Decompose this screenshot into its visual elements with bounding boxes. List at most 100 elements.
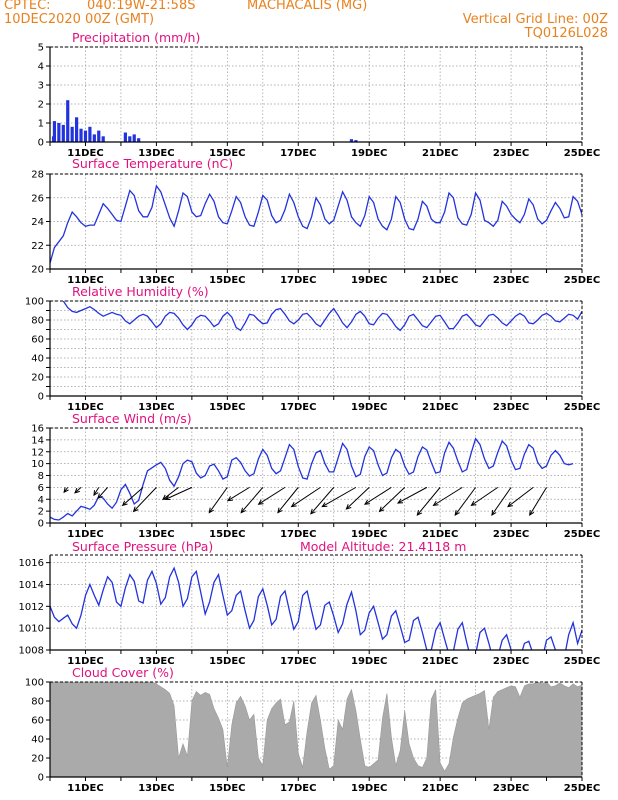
- wind-arrow: [74, 487, 82, 494]
- x-tick-label: 23DEC: [493, 656, 529, 667]
- y-tick-label: 100: [25, 297, 44, 308]
- precip-bar: [354, 140, 358, 142]
- wind-arrow: [133, 487, 157, 512]
- x-tick-label: 17DEC: [280, 402, 316, 413]
- wind-arrow: [227, 486, 250, 502]
- wind-arrow: [310, 487, 335, 515]
- header-model: TQ0126L028: [524, 26, 608, 41]
- y-tick-label: 28: [31, 170, 44, 181]
- wind-arrow-head: [310, 508, 316, 515]
- y-tick-label: 6: [38, 483, 44, 494]
- y-tick-label: 24: [31, 217, 44, 228]
- x-tick-label: 13DEC: [138, 148, 174, 159]
- wind-arrow-head: [121, 500, 128, 507]
- wind-arrow-head: [491, 509, 497, 516]
- x-tick-label: 15DEC: [209, 783, 245, 794]
- wind-arrow: [93, 487, 100, 496]
- wind-arrow-head: [93, 490, 99, 497]
- x-tick-label: 19DEC: [351, 275, 387, 286]
- x-tick-label: 17DEC: [280, 148, 316, 159]
- x-tick-label: 21DEC: [422, 402, 458, 413]
- wind-arrow-head: [240, 507, 246, 514]
- x-tick-label: 17DEC: [280, 783, 316, 794]
- y-tick-label: 0: [38, 773, 44, 784]
- header-run: 10DEC2020 00Z (GMT): [4, 12, 155, 27]
- y-tick-label: 80: [31, 697, 44, 708]
- wind-arrow: [346, 487, 370, 510]
- x-tick-label: 15DEC: [209, 656, 245, 667]
- series-line: [50, 437, 574, 521]
- wind-arrow-head: [74, 487, 80, 494]
- x-tick-label: 11DEC: [67, 148, 103, 159]
- wind-arrow: [291, 486, 321, 507]
- x-tick-label: 21DEC: [422, 656, 458, 667]
- wind-arrow-head: [63, 487, 69, 494]
- wind-arrow: [240, 487, 264, 513]
- y-tick-label: 20: [31, 754, 44, 765]
- x-tick-label: 21DEC: [422, 783, 458, 794]
- panel-title: Relative Humidity (%): [72, 284, 209, 299]
- wind-arrow-head: [277, 507, 283, 514]
- precip-bar: [75, 117, 79, 142]
- wind-arrow: [364, 486, 392, 505]
- precip-bar: [70, 126, 74, 142]
- y-tick-label: 1: [38, 119, 44, 130]
- precip-bar: [79, 128, 83, 142]
- wind-arrow: [471, 486, 499, 506]
- precip-bar: [83, 130, 88, 142]
- y-tick-label: 1016: [19, 558, 44, 569]
- x-tick-label: 25DEC: [564, 275, 600, 286]
- x-tick-label: 25DEC: [564, 656, 600, 667]
- y-tick-label: 22: [31, 241, 44, 252]
- y-tick-label: 8: [38, 471, 44, 482]
- wind-arrow: [529, 487, 547, 516]
- panel-title: Surface Pressure (hPa): [72, 539, 213, 554]
- wind-arrow-head: [226, 496, 233, 502]
- y-tick-label: 20: [31, 265, 44, 276]
- x-tick-label: 25DEC: [564, 148, 600, 159]
- series-line: [50, 566, 582, 650]
- wind-arrow-head: [321, 502, 328, 508]
- y-tick-label: 0: [38, 392, 44, 403]
- precip-bar: [101, 136, 105, 142]
- x-tick-label: 23DEC: [493, 402, 529, 413]
- x-tick-label: 25DEC: [564, 402, 600, 413]
- wind-arrow: [491, 487, 512, 516]
- x-tick-label: 11DEC: [67, 529, 103, 540]
- y-tick-label: 60: [31, 716, 44, 727]
- x-tick-label: 17DEC: [280, 275, 316, 286]
- x-tick-label: 13DEC: [138, 402, 174, 413]
- wind-arrow: [507, 486, 534, 507]
- wind-arrow-head: [290, 502, 297, 508]
- panel-3: Relative Humidity (%) 0 20 40 60 80 100 11DEC 13…: [25, 284, 600, 413]
- x-tick-label: 23DEC: [493, 783, 529, 794]
- x-tick-label: 15DEC: [209, 402, 245, 413]
- panel-2: Surface Temperature (nC) 20 22 24 26 28 11DEC 1…: [31, 156, 600, 286]
- wind-arrow-head: [364, 499, 370, 505]
- x-tick-label: 15DEC: [209, 275, 245, 286]
- y-tick-label: 1012: [19, 602, 44, 613]
- wind-arrow-head: [378, 506, 385, 513]
- x-tick-label: 21DEC: [422, 529, 458, 540]
- wind-arrow-head: [454, 510, 460, 516]
- y-tick-label: 4: [38, 62, 44, 73]
- header-station: MACHACALIS (MG): [247, 0, 368, 13]
- x-tick-label: 11DEC: [67, 656, 103, 667]
- y-tick-label: 2: [38, 507, 44, 518]
- x-tick-label: 23DEC: [493, 529, 529, 540]
- header-coords: 040:19W-21:58S: [87, 0, 196, 13]
- precip-bar: [137, 138, 141, 142]
- wind-arrow-head: [529, 509, 535, 516]
- panel-annotation: Model Altitude: 21.4118 m: [300, 539, 466, 554]
- y-tick-label: 80: [31, 316, 44, 327]
- x-tick-label: 13DEC: [138, 275, 174, 286]
- wind-arrow: [454, 487, 477, 516]
- wind-arrow: [416, 487, 441, 516]
- panel-title: Surface Temperature (nC): [72, 156, 233, 171]
- wind-arrow: [122, 487, 144, 506]
- y-tick-label: 1008: [19, 646, 44, 657]
- wind-arrow-head: [164, 495, 171, 500]
- precip-bar: [88, 126, 92, 142]
